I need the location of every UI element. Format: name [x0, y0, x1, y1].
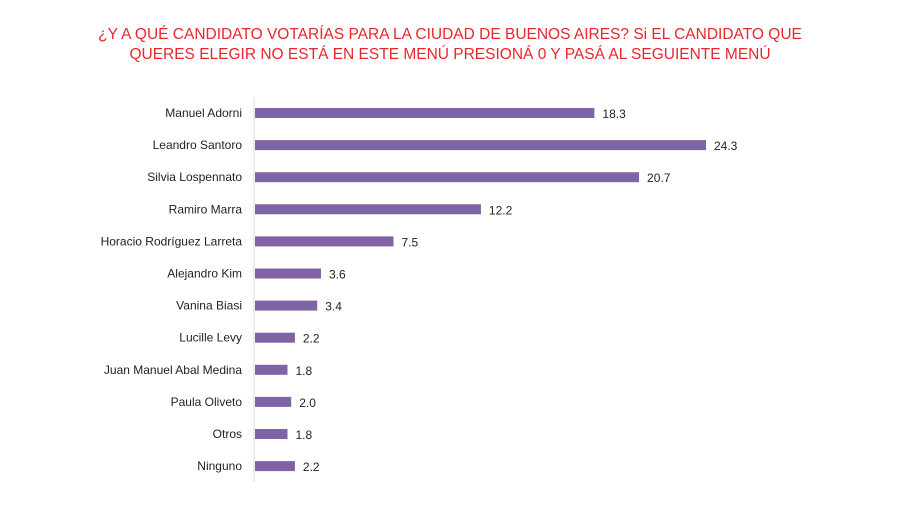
data-label: 2.2 — [303, 460, 320, 474]
data-label: 20.7 — [647, 171, 671, 185]
data-label: 24.3 — [714, 139, 738, 153]
bar — [255, 461, 295, 472]
data-label: 18.3 — [602, 107, 626, 121]
bar — [255, 204, 481, 215]
data-label: 7.5 — [402, 235, 419, 249]
bar — [255, 429, 288, 439]
data-label: 12.2 — [489, 203, 513, 217]
category-label: Otros — [213, 427, 242, 441]
data-label: 2.0 — [299, 396, 316, 410]
data-label: 1.8 — [295, 364, 312, 378]
category-label: Juan Manuel Abal Medina — [104, 363, 242, 377]
category-label: Leandro Santoro — [153, 138, 243, 152]
data-label: 3.4 — [325, 300, 342, 314]
bar — [255, 364, 288, 375]
category-label: Vanina Biasi — [176, 299, 242, 313]
data-label: 3.6 — [329, 268, 346, 282]
category-label: Horacio Rodríguez Larreta — [101, 234, 243, 248]
title-line-2: QUERES ELEGIR NO ESTÁ EN ESTE MENÚ PRESI… — [129, 46, 771, 63]
category-label: Paula Oliveto — [171, 395, 243, 409]
bar — [255, 332, 295, 343]
bar — [255, 108, 595, 118]
data-label: 1.8 — [295, 428, 312, 442]
category-label: Ninguno — [197, 459, 242, 473]
data-label: 2.2 — [303, 332, 320, 346]
bar — [255, 300, 318, 311]
category-label: Manuel Adorni — [165, 106, 242, 120]
bar — [255, 172, 640, 183]
bar — [255, 268, 321, 279]
category-label: Ramiro Marra — [169, 202, 243, 216]
category-label: Silvia Lospennato — [147, 170, 242, 184]
bar — [255, 140, 706, 151]
title-line-1: ¿Y A QUÉ CANDIDATO VOTARÍAS PARA LA CIUD… — [98, 26, 802, 43]
bar — [255, 236, 394, 247]
bar — [255, 396, 292, 407]
category-label: Lucille Levy — [179, 331, 242, 345]
category-label: Alejandro Kim — [167, 267, 242, 281]
chart-title: ¿Y A QUÉ CANDIDATO VOTARÍAS PARA LA CIUD… — [0, 25, 900, 65]
